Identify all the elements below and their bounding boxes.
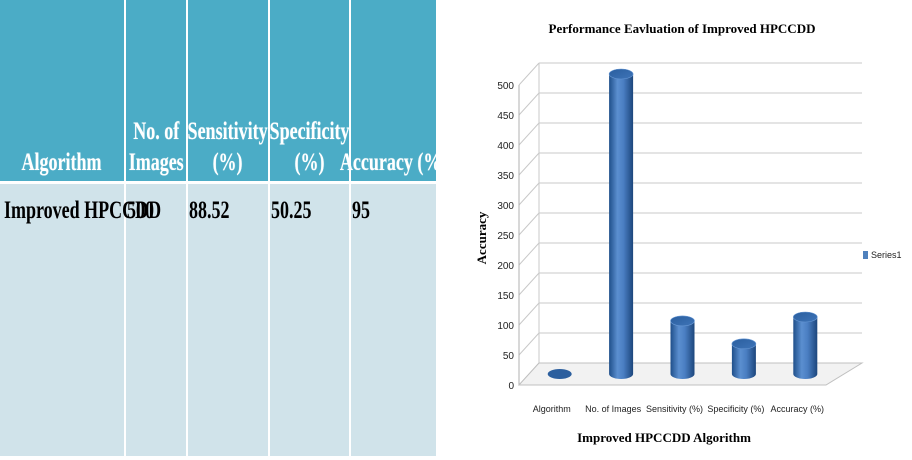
bar-cap <box>608 68 634 80</box>
y-tick-label: 300 <box>497 201 514 212</box>
y-tick-label: 150 <box>497 291 514 302</box>
chart-labels: 0 50 100 150 200 250 300 350 400 450 500 Algorithm N… <box>497 81 824 414</box>
header-specificity: Specificity (%) <box>269 0 350 178</box>
cell-sensitivity: 88.52 <box>189 197 230 224</box>
y-tick-label: 400 <box>497 141 514 152</box>
y-tick-label: 500 <box>497 81 514 92</box>
bar <box>793 317 818 379</box>
y-tick-label: 0 <box>508 381 514 392</box>
y-axis-title: Accuracy <box>474 211 489 264</box>
chart-title: Performance Eavluation of Improved HPCCD… <box>549 21 816 36</box>
chart-bars <box>547 68 818 379</box>
gridline-depth <box>518 272 540 296</box>
gridline-depth <box>518 302 540 326</box>
column-divider <box>268 0 270 456</box>
results-table: Algorithm No. of Images Sensitivity (%) Sp… <box>0 0 447 456</box>
gridline-depth <box>518 92 540 116</box>
header-accuracy-label: Accuracy (%) <box>339 149 448 176</box>
bar-cap <box>731 338 757 350</box>
header-algorithm: Algorithm <box>0 0 124 178</box>
bar <box>731 343 756 379</box>
header-specificity-line2: (%) <box>294 149 325 176</box>
x-tick-label: Specificity (%) <box>707 404 764 414</box>
gridline-depth <box>518 332 540 356</box>
gridline-depth <box>518 182 540 206</box>
cell-algorithm: Improved HPCCDD <box>4 197 162 224</box>
header-no-of-images: No. of Images <box>126 0 186 178</box>
header-algorithm-label: Algorithm <box>21 149 102 176</box>
y-tick-label: 100 <box>497 321 514 332</box>
y-tick-label: 450 <box>497 111 514 122</box>
y-tick-label: 350 <box>497 171 514 182</box>
gridline-depth <box>518 62 540 86</box>
column-divider <box>349 0 351 456</box>
x-tick-label: Algorithm <box>533 404 571 414</box>
legend-swatch <box>863 251 868 259</box>
gridline-depth <box>518 122 540 146</box>
gridline-depth <box>518 212 540 236</box>
header-specificity-line1: Specificity <box>269 118 350 145</box>
gridline-depth <box>518 152 540 176</box>
cell-no-of-images: 500 <box>127 197 154 224</box>
x-axis-title: Improved HPCCDD Algorithm <box>577 430 751 445</box>
header-sensitivity-line1: Sensitivity <box>187 118 269 145</box>
header-no-of-images-line2: Images <box>128 149 184 176</box>
x-tick-label: No. of Images <box>585 404 642 414</box>
cell-accuracy: 95 <box>352 197 370 224</box>
y-tick-label: 250 <box>497 231 514 242</box>
header-sensitivity-line2: (%) <box>213 149 243 176</box>
table-row <box>0 184 436 456</box>
y-tick-label: 50 <box>503 351 515 362</box>
x-tick-label: Sensitivity (%) <box>646 404 703 414</box>
gridline-depth <box>518 242 540 266</box>
header-accuracy: Accuracy (%) <box>340 0 447 178</box>
cell-specificity: 50.25 <box>271 197 312 224</box>
x-tick-label: Accuracy (%) <box>771 404 825 414</box>
bar <box>547 369 572 379</box>
legend-label-series1: Series1 <box>871 250 902 260</box>
y-tick-label: 200 <box>497 261 514 272</box>
chart-canvas: 0 50 100 150 200 250 300 350 400 450 500 Algorithm N… <box>474 21 902 445</box>
bar-cap <box>792 311 818 323</box>
header-separator <box>0 181 436 184</box>
bar <box>609 74 634 379</box>
header-no-of-images-line1: No. of <box>133 118 180 145</box>
column-divider <box>186 0 188 456</box>
header-sensitivity: Sensitivity (%) <box>188 0 268 178</box>
bar-cap <box>670 315 695 327</box>
bar-chart: 0 50 100 150 200 250 300 350 400 450 500 Algorithm N… <box>456 0 912 460</box>
column-divider <box>124 0 126 456</box>
table-header-row <box>0 0 436 181</box>
bar <box>670 320 695 379</box>
